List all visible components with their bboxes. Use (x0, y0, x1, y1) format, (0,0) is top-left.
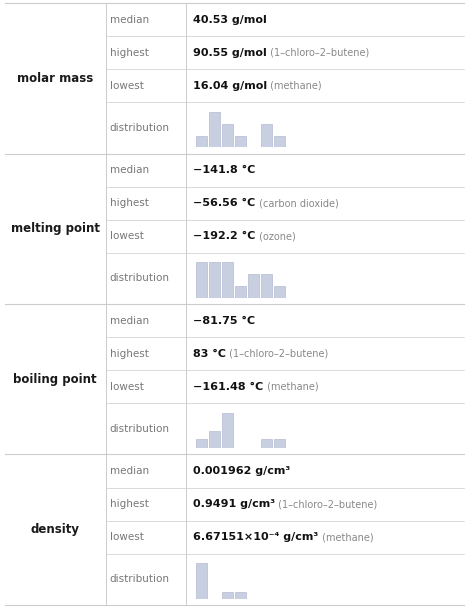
Text: 40.53 g/mol: 40.53 g/mol (193, 15, 267, 24)
Bar (222, 124, 233, 147)
Bar (209, 263, 219, 298)
Bar (274, 440, 285, 448)
Text: 0.001962 g/cm³: 0.001962 g/cm³ (193, 466, 290, 476)
Text: median: median (110, 15, 149, 24)
Text: (ozone): (ozone) (256, 231, 295, 241)
Bar (222, 592, 233, 599)
Text: 83 °C: 83 °C (193, 348, 226, 359)
Text: 90.55 g/mol: 90.55 g/mol (193, 47, 267, 58)
Text: distribution: distribution (110, 424, 170, 434)
Bar (274, 136, 285, 147)
Bar (196, 564, 207, 599)
Text: (methane): (methane) (264, 382, 318, 392)
Text: lowest: lowest (110, 532, 144, 542)
Text: median: median (110, 165, 149, 175)
Bar (274, 286, 285, 298)
Text: distribution: distribution (110, 274, 170, 283)
Text: boiling point: boiling point (14, 373, 97, 385)
Text: (methane): (methane) (267, 81, 322, 91)
Text: density: density (31, 523, 80, 536)
Text: (1–chloro–2–butene): (1–chloro–2–butene) (275, 499, 378, 509)
Text: molar mass: molar mass (17, 72, 93, 85)
Text: lowest: lowest (110, 382, 144, 392)
Text: distribution: distribution (110, 123, 170, 133)
Text: highest: highest (110, 348, 148, 359)
Text: 16.04 g/mol: 16.04 g/mol (193, 81, 267, 91)
Bar (234, 286, 246, 298)
Text: −141.8 °C: −141.8 °C (193, 165, 256, 175)
Bar (261, 124, 272, 147)
Bar (234, 136, 246, 147)
Bar (248, 274, 259, 298)
Text: highest: highest (110, 499, 148, 509)
Bar (222, 263, 233, 298)
Text: −161.48 °C: −161.48 °C (193, 382, 264, 392)
Text: median: median (110, 466, 149, 476)
Text: lowest: lowest (110, 231, 144, 241)
Text: (1–chloro–2–butene): (1–chloro–2–butene) (226, 348, 328, 359)
Bar (196, 136, 207, 147)
Text: −192.2 °C: −192.2 °C (193, 231, 256, 241)
Text: melting point: melting point (11, 223, 100, 235)
Bar (261, 440, 272, 448)
Text: −81.75 °C: −81.75 °C (193, 316, 256, 325)
Text: highest: highest (110, 198, 148, 208)
Text: (methane): (methane) (318, 532, 373, 542)
Text: distribution: distribution (110, 575, 170, 584)
Text: 6.67151×10⁻⁴ g/cm³: 6.67151×10⁻⁴ g/cm³ (193, 532, 318, 542)
Bar (261, 274, 272, 298)
Bar (196, 440, 207, 448)
Text: −56.56 °C: −56.56 °C (193, 198, 256, 208)
Bar (222, 413, 233, 448)
Text: highest: highest (110, 47, 148, 58)
Bar (209, 112, 219, 147)
Bar (234, 592, 246, 599)
Text: (carbon dioxide): (carbon dioxide) (256, 198, 338, 208)
Bar (209, 430, 219, 448)
Text: 0.9491 g/cm³: 0.9491 g/cm³ (193, 499, 275, 509)
Text: median: median (110, 316, 149, 325)
Text: lowest: lowest (110, 81, 144, 91)
Text: (1–chloro–2–butene): (1–chloro–2–butene) (267, 47, 369, 58)
Bar (196, 263, 207, 298)
